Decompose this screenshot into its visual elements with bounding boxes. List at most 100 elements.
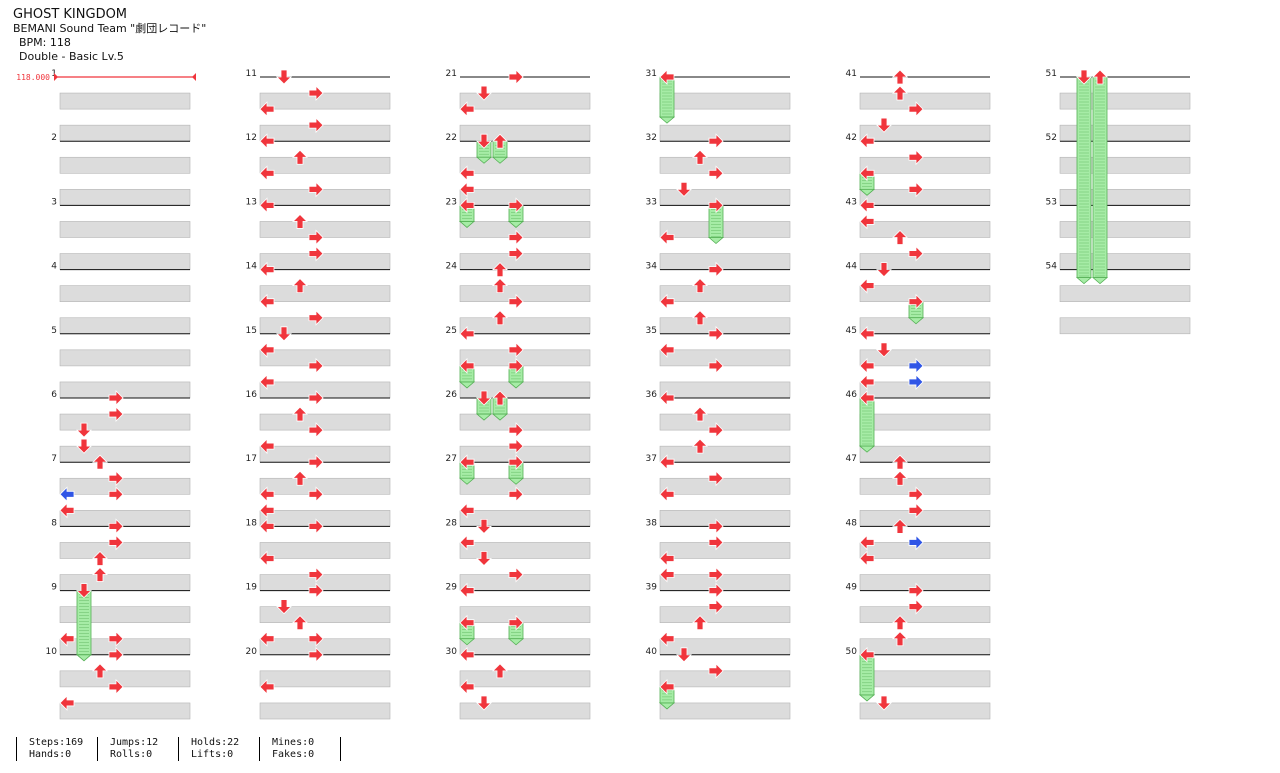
arrow-u-icon: [892, 69, 908, 85]
arrow-l-icon: [859, 325, 875, 342]
arrow-l-icon: [659, 341, 675, 358]
arrow-u-icon: [292, 406, 308, 422]
beat-row: [459, 445, 591, 463]
measure-number: 22: [446, 133, 457, 143]
arrow-u-icon: [292, 149, 308, 165]
arrow-r-icon: [108, 518, 124, 535]
arrow-u-icon: [292, 615, 308, 631]
measure-number: 29: [446, 583, 458, 593]
arrow-l-icon: [259, 293, 275, 310]
arrow-d-icon: [476, 133, 492, 149]
arrow-d-icon: [276, 326, 292, 342]
arrow-r-icon: [908, 181, 924, 198]
beat-row: [459, 702, 591, 720]
beat-row: [59, 221, 191, 238]
arrow-d-icon: [876, 695, 892, 711]
arrow-l-icon: [59, 502, 75, 519]
arrow-r-icon: [108, 646, 124, 663]
measure-number: 28: [446, 518, 458, 528]
arrow-d-icon: [276, 599, 292, 615]
arrow-l-icon: [259, 373, 275, 390]
beat-row: [259, 381, 391, 399]
arrow-r-icon: [708, 582, 724, 599]
arrow-u-icon: [492, 390, 508, 406]
arrow-l-icon: [459, 646, 475, 663]
arrow-r-icon: [308, 309, 324, 326]
beat-row: [1059, 156, 1191, 174]
beat-row: [659, 381, 791, 399]
beat-row: [659, 638, 791, 656]
beat-row: [259, 189, 391, 206]
arrow-l-icon: [859, 357, 875, 374]
arrow-r-icon: [308, 566, 324, 583]
beat-row: [259, 285, 391, 302]
arrow-l-icon: [659, 69, 675, 85]
arrow-d-icon: [876, 262, 892, 278]
arrow-r-icon: [908, 598, 924, 615]
arrow-l-icon: [259, 101, 275, 118]
beat-row: [459, 542, 591, 559]
measure-number: 6: [51, 390, 57, 400]
arrow-r-icon: [508, 69, 524, 85]
beat-row: [859, 574, 991, 591]
arrow-l-icon: [459, 678, 475, 695]
stat-value: Lifts:0: [191, 749, 234, 760]
beat-row: [259, 253, 391, 270]
arrow-r-icon: [308, 518, 324, 535]
beat-row: [459, 221, 591, 238]
arrow-r-icon: [508, 341, 524, 358]
arrow-r-icon: [508, 486, 524, 503]
arrow-l-icon: [259, 341, 275, 358]
beat-row: [859, 92, 991, 110]
beat-row: [259, 542, 391, 559]
beat-row: [859, 510, 991, 527]
arrow-l-icon: [459, 614, 475, 631]
arrow-l-icon: [459, 197, 475, 214]
arrow-l-icon: [859, 373, 875, 390]
arrow-l-icon: [859, 133, 875, 150]
arrow-r-icon: [308, 454, 324, 471]
arrow-r-icon: [908, 357, 924, 374]
beat-row: [59, 477, 191, 495]
beat-row: [259, 221, 391, 238]
arrow-l-icon: [259, 133, 275, 150]
beat-row: [459, 510, 591, 527]
arrow-r-icon: [108, 470, 124, 487]
arrow-u-icon: [92, 566, 108, 582]
song-header: GHOST KINGDOM BEMANI Sound Team "劇団レコード"…: [13, 7, 206, 64]
beat-row: [59, 510, 191, 527]
beat-row: [59, 156, 191, 174]
arrow-r-icon: [708, 133, 724, 150]
beat-row: [859, 413, 991, 431]
arrow-d-icon: [676, 647, 692, 663]
beat-row: [659, 317, 791, 335]
arrow-d-icon: [876, 117, 892, 133]
beat-row: [259, 702, 391, 720]
arrow-l-icon: [659, 390, 675, 406]
arrow-d-icon: [76, 422, 92, 438]
arrow-l-icon: [659, 229, 675, 246]
arrow-u-icon: [692, 310, 708, 326]
arrow-l-icon: [459, 454, 475, 471]
beat-row: [859, 221, 991, 238]
arrow-d-icon: [76, 438, 92, 454]
measure-number: 52: [1046, 133, 1057, 143]
arrow-u-icon: [292, 470, 308, 486]
measure-number: 12: [246, 133, 257, 143]
measure-number: 40: [646, 647, 658, 657]
arrow-r-icon: [908, 582, 924, 599]
beat-row: [259, 670, 391, 688]
arrow-r-icon: [708, 325, 724, 342]
measure-number: 13: [246, 197, 257, 207]
arrow-r-icon: [108, 678, 124, 695]
arrow-l-icon: [259, 630, 275, 647]
arrow-l-icon: [459, 325, 475, 342]
arrow-u-icon: [692, 615, 708, 631]
beat-row: [859, 349, 991, 367]
measure-number: 45: [846, 326, 857, 336]
beat-row: [259, 606, 391, 624]
arrow-r-icon: [908, 502, 924, 519]
arrow-l-icon: [859, 534, 875, 551]
beat-row: [859, 156, 991, 174]
